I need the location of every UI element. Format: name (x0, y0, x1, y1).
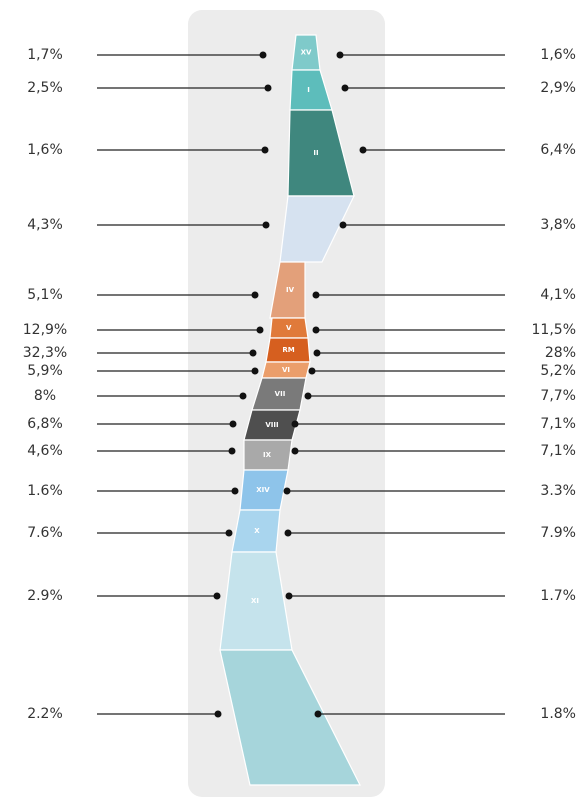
left-percent: 4,6% (27, 443, 63, 459)
left-percent: 1,7% (27, 47, 63, 63)
right-percent: 5,2% (540, 363, 576, 379)
left-percent: 1.6% (27, 483, 63, 499)
leader-dot (261, 146, 269, 154)
leader-dot (225, 529, 233, 537)
left-percent: 6,8% (27, 416, 63, 432)
region-label: VIII (265, 421, 278, 429)
right-percent: 7,7% (540, 388, 576, 404)
left-percent: 1,6% (27, 142, 63, 158)
leader-dot (339, 221, 347, 229)
region-label: XI (251, 597, 259, 605)
left-percent: 32,3% (23, 345, 67, 361)
right-percent: 1.8% (540, 706, 576, 722)
right-percent: 7,1% (540, 416, 576, 432)
region-label: RM (282, 346, 294, 354)
right-percent: 28% (545, 345, 576, 361)
leader-dot (239, 392, 247, 400)
left-percent: 12,9% (23, 322, 67, 338)
leader-dot (262, 221, 270, 229)
leader-dot (214, 710, 222, 718)
leader-dot (213, 592, 221, 600)
right-percent: 7.9% (540, 525, 576, 541)
region-label: IV (286, 286, 295, 294)
leader-dot (231, 487, 239, 495)
leader-dot (312, 291, 320, 299)
leader-dot (291, 420, 299, 428)
leader-dot (304, 392, 312, 400)
leader-dot (249, 349, 257, 357)
right-percent: 3,8% (540, 217, 576, 233)
region-label: VII (275, 390, 286, 398)
leader-dot (336, 51, 344, 59)
left-percent: 2,5% (27, 80, 63, 96)
leader-dot (291, 447, 299, 455)
leader-dot (308, 367, 316, 375)
leader-dot (283, 487, 291, 495)
leader-dot (313, 349, 321, 357)
region-label: X (254, 527, 260, 535)
region-label: XV (301, 49, 312, 57)
left-percent: 8% (34, 388, 56, 404)
right-percent: 11,5% (532, 322, 576, 338)
leader-dot (359, 146, 367, 154)
leader-dot (229, 420, 237, 428)
leader-dot (256, 326, 264, 334)
leader-dot (264, 84, 272, 92)
right-percent: 6,4% (540, 142, 576, 158)
right-percent: 3.3% (540, 483, 576, 499)
leader-dot (251, 367, 259, 375)
region-shape (219, 649, 361, 786)
region-label: I (307, 86, 310, 94)
right-percent: 2,9% (540, 80, 576, 96)
region-label: XIV (256, 486, 270, 494)
right-percent: 1,6% (540, 47, 576, 63)
region-label: VI (282, 366, 290, 374)
left-percent: 7.6% (27, 525, 63, 541)
leader-dot (228, 447, 236, 455)
right-percent: 1.7% (540, 588, 576, 604)
region-label: V (286, 324, 292, 332)
leader-dot (259, 51, 267, 59)
left-percent: 4,3% (27, 217, 63, 233)
region-label: II (313, 149, 318, 157)
left-percent: 2.9% (27, 588, 63, 604)
left-percent: 2.2% (27, 706, 63, 722)
left-percent: 5,1% (27, 287, 63, 303)
leader-dot (341, 84, 349, 92)
region-shape (279, 195, 355, 263)
leader-dot (285, 592, 293, 600)
left-percent: 5,9% (27, 363, 63, 379)
leader-dot (312, 326, 320, 334)
leader-dot (284, 529, 292, 537)
right-percent: 7,1% (540, 443, 576, 459)
region-label: IX (263, 451, 272, 459)
leader-dot (314, 710, 322, 718)
right-percent: 4,1% (540, 287, 576, 303)
leader-dot (251, 291, 259, 299)
